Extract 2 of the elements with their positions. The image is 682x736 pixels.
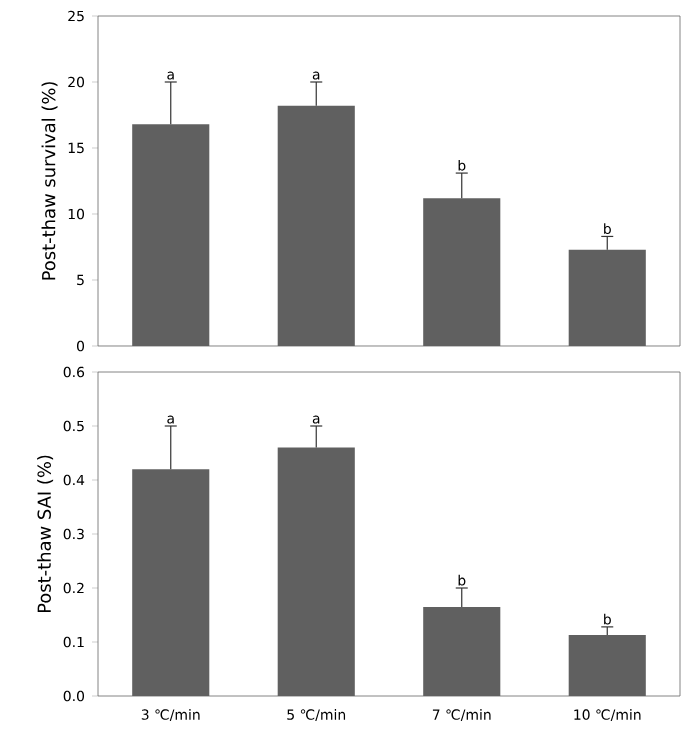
y-axis-title: Post-thaw SAI (%) — [37, 455, 54, 613]
y-axis-title: Post-thaw survival (%) — [41, 82, 58, 280]
